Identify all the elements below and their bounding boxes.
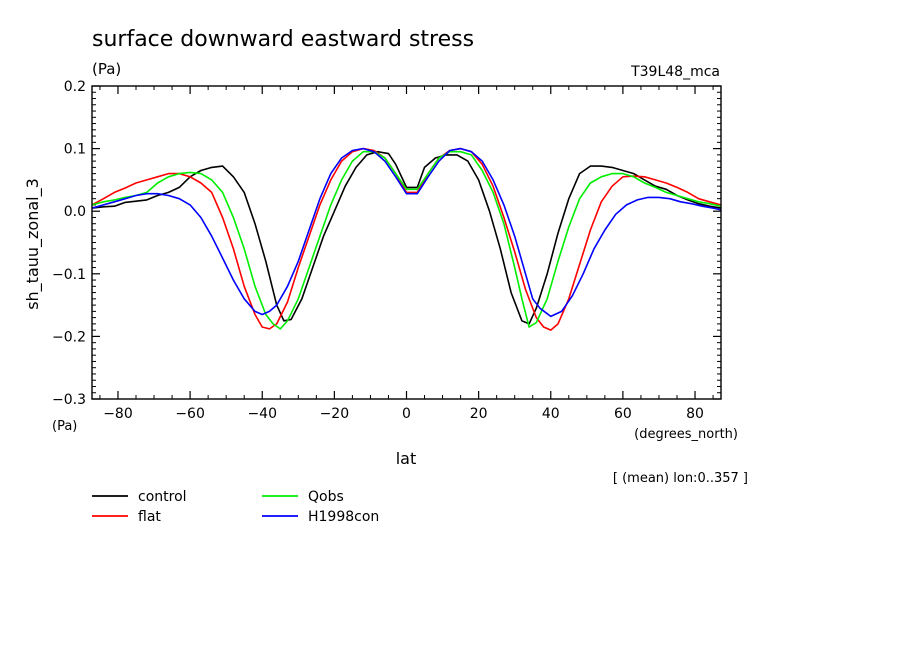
minor-ticks bbox=[92, 86, 721, 399]
subset-note: [ (mean) lon:0..357 ] bbox=[613, 471, 748, 486]
y-tick-label: −0.3 bbox=[52, 392, 86, 408]
y-tick-label: 0.1 bbox=[64, 142, 86, 158]
x-axis-units: (degrees_north) bbox=[634, 427, 738, 442]
x-tick-label: 40 bbox=[542, 406, 560, 422]
series-line-control bbox=[92, 150, 721, 325]
legend-label: flat bbox=[138, 509, 161, 525]
title-units: (Pa) bbox=[92, 60, 121, 78]
y-tick-label: −0.1 bbox=[52, 267, 86, 283]
x-tick-label: −60 bbox=[175, 406, 205, 422]
series-lines bbox=[92, 147, 721, 331]
x-tick-label: 60 bbox=[614, 406, 632, 422]
y-tick-label: 0.0 bbox=[64, 204, 86, 220]
y-axis-units: (Pa) bbox=[52, 419, 77, 434]
x-tick-label: −40 bbox=[247, 406, 277, 422]
x-tick-label: 0 bbox=[402, 406, 411, 422]
y-axis-label: sh_tauu_zonal_3 bbox=[23, 178, 43, 310]
legend-label: control bbox=[138, 489, 187, 505]
y-tick-label: 0.2 bbox=[64, 79, 86, 95]
x-tick-label: 80 bbox=[686, 406, 704, 422]
x-axis-ticks: −80 −60 −40 −20 0 20 40 60 80 bbox=[103, 86, 704, 422]
x-tick-label: −80 bbox=[103, 406, 133, 422]
legend: control flat Qobs H1998con bbox=[92, 489, 379, 525]
x-tick-label: 20 bbox=[470, 406, 488, 422]
y-tick-label: −0.2 bbox=[52, 329, 86, 345]
plot-frame bbox=[91, 85, 722, 400]
x-tick-label: −20 bbox=[320, 406, 350, 422]
series-line-qobs bbox=[92, 150, 721, 330]
series-line-flat bbox=[92, 147, 721, 331]
y-axis-ticks: −0.3 −0.2 −0.1 0.0 0.1 0.2 bbox=[52, 79, 721, 408]
legend-label: H1998con bbox=[308, 509, 379, 525]
legend-label: Qobs bbox=[308, 489, 344, 505]
chart-title: surface downward eastward stress bbox=[92, 27, 474, 52]
series-line-h1998con bbox=[92, 147, 721, 318]
x-axis-label: lat bbox=[396, 449, 417, 468]
experiment-label: T39L48_mca bbox=[630, 64, 720, 80]
